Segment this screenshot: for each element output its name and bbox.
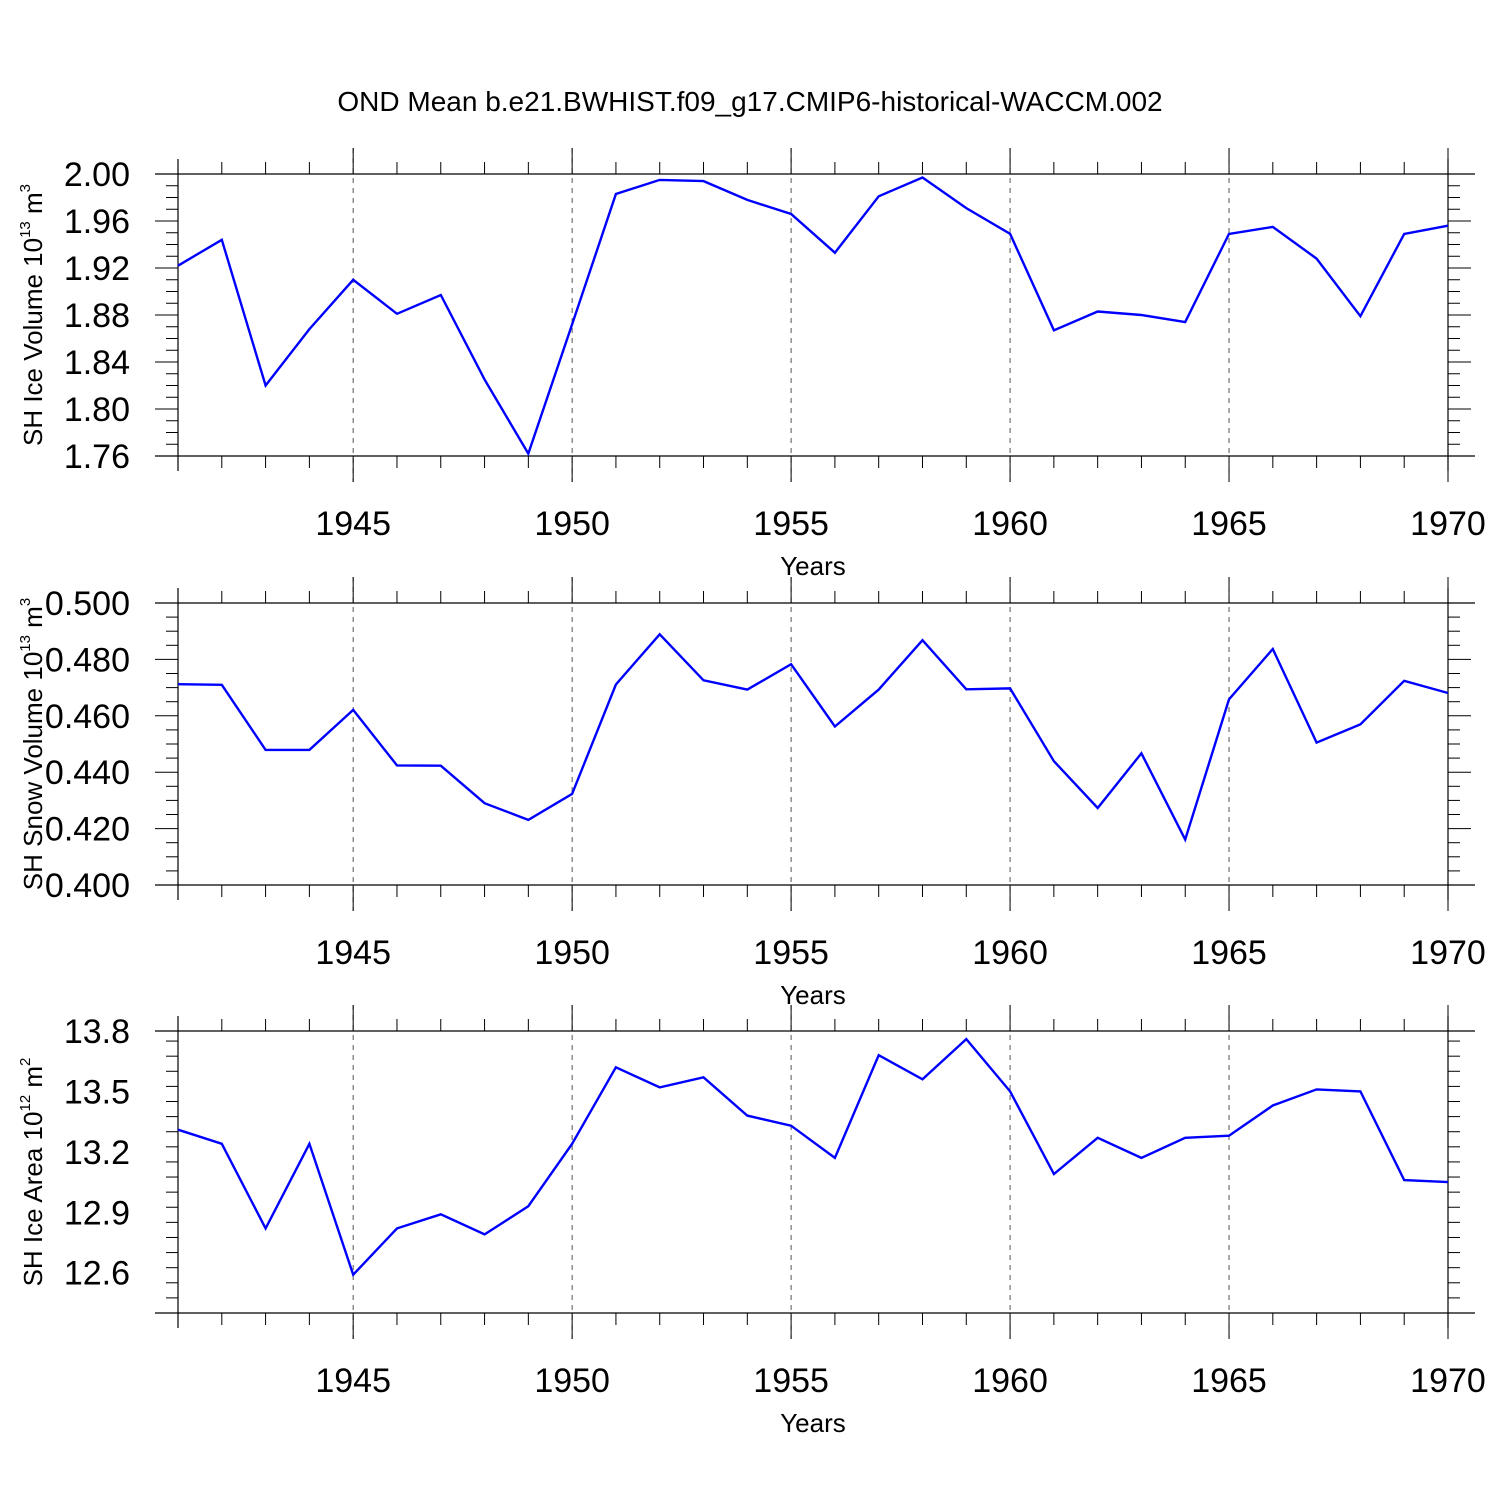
series-line	[177, 632, 1449, 843]
panel-1: 1945 1950 1955 1960 1965 1970 1.76 1.80 1.84 1.88…	[17, 148, 1486, 581]
x-tick-label: 1965	[1191, 505, 1267, 543]
y-tick-label: 2.00	[64, 156, 130, 194]
y-tick-label: 12.6	[64, 1255, 130, 1293]
y-tick-label: 12.9	[64, 1194, 130, 1232]
panels: 1945 1950 1955 1960 1965 1970 1.76 1.80 1.84 1.88…	[17, 148, 1486, 1438]
x-tick-label: 1965	[1191, 1362, 1267, 1400]
x-tick-label: 1960	[972, 1362, 1048, 1400]
x-tick-label: 1955	[753, 505, 829, 543]
y-tick-label: 1.96	[64, 203, 130, 241]
x-tick-label: 1970	[1410, 934, 1486, 972]
y-tick-label: 0.400	[45, 867, 130, 905]
x-tick-label: 1945	[315, 505, 391, 543]
y-tick-label: 1.84	[64, 344, 130, 382]
y-tick-label: 13.2	[64, 1134, 130, 1172]
y-tick-label: 13.8	[64, 1013, 130, 1051]
series-line	[177, 176, 1449, 457]
x-axis-label: Years	[780, 980, 846, 1010]
y-tick-label: 13.5	[64, 1073, 130, 1111]
y-axis-label: SH Ice Area 1012 m2	[17, 1058, 48, 1287]
x-tick-label: 1960	[972, 934, 1048, 972]
panel-2: 1945 1950 1955 1960 1965 1970 0.400 0.420 0.440 0…	[17, 577, 1486, 1010]
y-axis-label: SH Snow Volume 1013 m3	[17, 598, 48, 890]
y-tick-label: 0.480	[45, 641, 130, 679]
x-tick-label: 1955	[753, 1362, 829, 1400]
y-axis-label: SH Ice Volume 1013 m3	[17, 184, 48, 446]
x-tick-label: 1965	[1191, 934, 1267, 972]
x-tick-label: 1960	[972, 505, 1048, 543]
x-tick-label: 1950	[534, 934, 610, 972]
x-axis-label: Years	[780, 551, 846, 581]
x-tick-label: 1950	[534, 1362, 610, 1400]
x-tick-label: 1970	[1410, 1362, 1486, 1400]
y-tick-label: 1.92	[64, 250, 130, 288]
x-tick-label: 1945	[315, 934, 391, 972]
y-tick-label: 1.80	[64, 391, 130, 429]
x-tick-label: 1955	[753, 934, 829, 972]
x-axis-label: Years	[780, 1408, 846, 1438]
y-tick-label: 0.440	[45, 754, 130, 792]
y-tick-label: 0.420	[45, 811, 130, 849]
y-tick-label: 1.76	[64, 438, 130, 476]
panel-3: 1945 1950 1955 1960 1965 1970 12.6 12.9 13.2 13.5…	[17, 1005, 1486, 1438]
x-tick-label: 1970	[1410, 505, 1486, 543]
y-tick-label: 0.460	[45, 698, 130, 736]
y-tick-label: 0.500	[45, 585, 130, 623]
series-line	[177, 1037, 1449, 1277]
figure-title: OND Mean b.e21.BWHIST.f09_g17.CMIP6-hist…	[337, 86, 1162, 117]
x-tick-label: 1945	[315, 1362, 391, 1400]
x-tick-label: 1950	[534, 505, 610, 543]
y-tick-label: 1.88	[64, 297, 130, 335]
